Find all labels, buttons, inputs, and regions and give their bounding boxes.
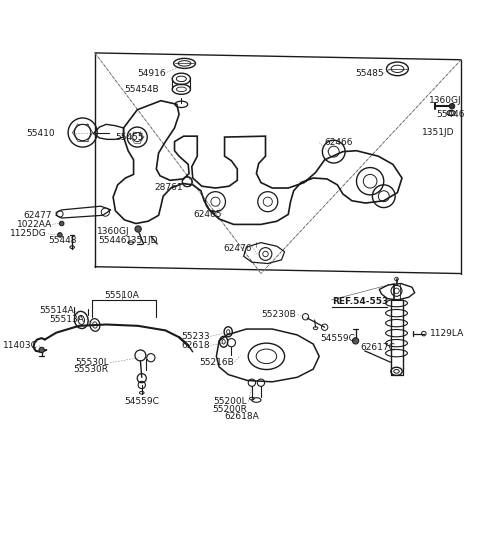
Text: 1125DG: 1125DG <box>10 230 46 238</box>
Text: 55448: 55448 <box>48 236 77 245</box>
Text: 28761: 28761 <box>154 182 183 192</box>
Text: 55233: 55233 <box>181 332 210 341</box>
Text: 55230B: 55230B <box>262 310 297 319</box>
Circle shape <box>58 232 62 237</box>
Circle shape <box>449 103 455 109</box>
Text: 11403C: 11403C <box>3 341 38 350</box>
Circle shape <box>135 226 141 232</box>
Text: 62466: 62466 <box>324 138 353 147</box>
Text: 55455: 55455 <box>115 132 144 141</box>
Text: 55410: 55410 <box>27 129 55 138</box>
Text: 54559C: 54559C <box>124 397 159 406</box>
Text: 62477: 62477 <box>23 211 52 220</box>
Text: 54559C: 54559C <box>321 334 356 343</box>
Text: 62476: 62476 <box>223 244 252 253</box>
Text: REF.54-553: REF.54-553 <box>332 298 388 306</box>
Circle shape <box>352 338 359 344</box>
Circle shape <box>39 347 45 353</box>
Text: 62465: 62465 <box>194 210 222 219</box>
Text: 1351JD: 1351JD <box>422 128 454 137</box>
Text: 55510A: 55510A <box>105 291 140 300</box>
Text: 1360GJ: 1360GJ <box>429 96 461 105</box>
Text: 1129LA: 1129LA <box>430 329 465 338</box>
Text: 55485: 55485 <box>355 69 384 78</box>
Text: 55216B: 55216B <box>199 358 234 367</box>
Circle shape <box>60 221 64 226</box>
Text: 55514A: 55514A <box>39 306 73 315</box>
Text: 62617C: 62617C <box>360 343 395 352</box>
Text: 1022AA: 1022AA <box>16 221 52 229</box>
Text: 55530R: 55530R <box>73 365 108 374</box>
Text: 62618: 62618 <box>181 341 210 350</box>
Text: 1360GJ: 1360GJ <box>97 226 130 236</box>
Text: 54916: 54916 <box>137 69 166 78</box>
Text: 55513A: 55513A <box>49 315 84 323</box>
Text: 55446: 55446 <box>436 110 465 119</box>
Text: 55446: 55446 <box>98 236 127 245</box>
Text: 55200L: 55200L <box>214 398 247 406</box>
Text: 55454B: 55454B <box>124 85 158 94</box>
Text: 55530L: 55530L <box>75 358 108 367</box>
Text: 62618A: 62618A <box>224 412 259 421</box>
Text: 1351JD: 1351JD <box>126 236 158 245</box>
Text: 55200R: 55200R <box>213 405 247 414</box>
